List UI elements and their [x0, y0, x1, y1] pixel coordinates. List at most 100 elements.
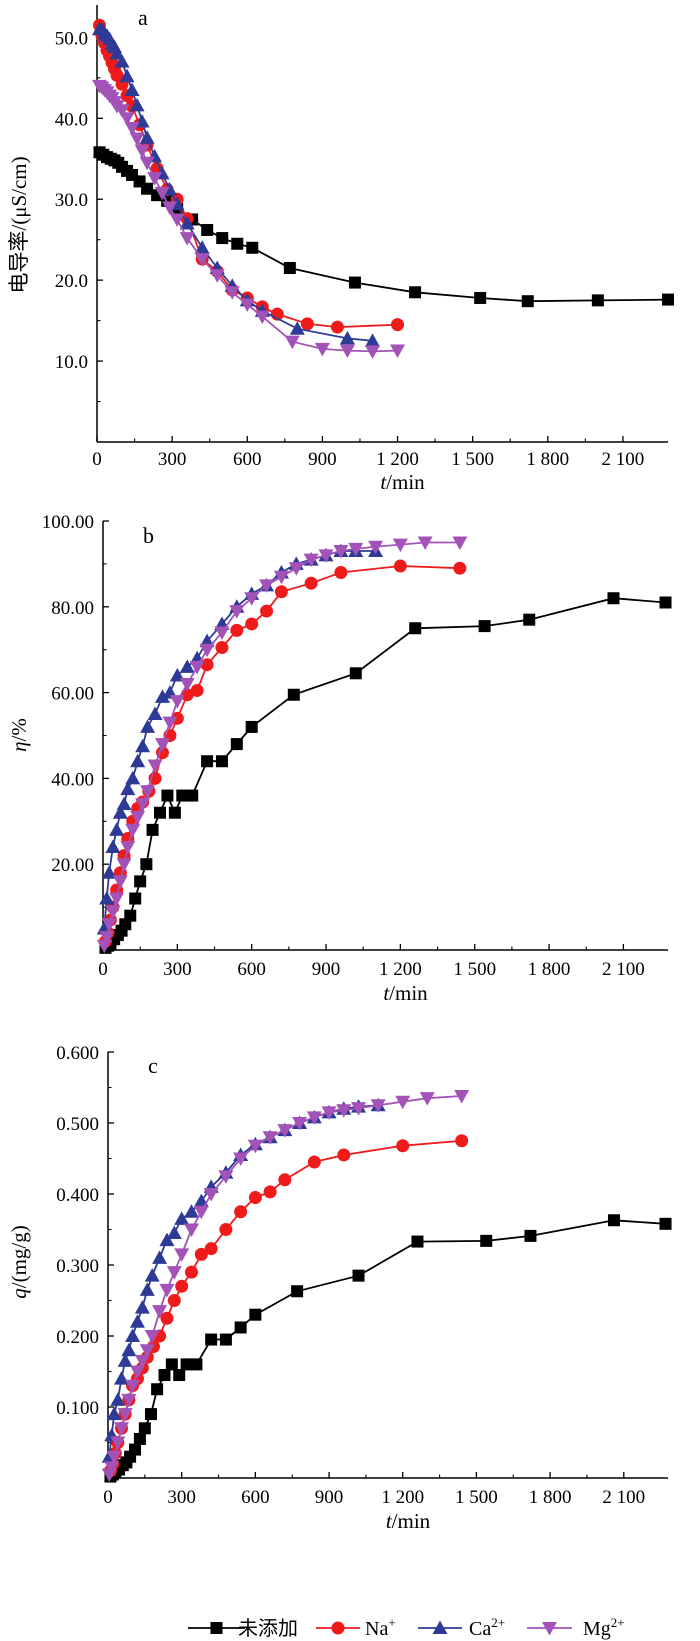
data-point-mg [114, 1422, 130, 1436]
data-point-none [205, 1333, 218, 1346]
data-point-none [245, 720, 258, 733]
data-point-mg [129, 132, 145, 147]
panel-letter: c [148, 1053, 158, 1078]
data-point-ca [99, 891, 115, 905]
x-axis-title-unit: /min [386, 470, 425, 494]
data-point-ca [119, 68, 135, 83]
data-point-none [129, 1443, 142, 1456]
data-point-na [200, 658, 214, 672]
data-point-ca [129, 97, 145, 112]
data-point-none [133, 1432, 146, 1445]
y-axis-title: q/(mg/g) [7, 1225, 31, 1299]
data-point-none [201, 755, 214, 768]
data-point-na [194, 1247, 208, 1261]
x-axis-title-unit: /min [392, 1509, 431, 1533]
data-point-mg [390, 344, 406, 359]
legend-label: Ca2+ [469, 1615, 505, 1640]
data-point-na [307, 1155, 321, 1169]
data-point-mg [179, 232, 195, 246]
data-point-na [337, 1148, 351, 1162]
data-point-ca [154, 689, 170, 703]
data-point-none [201, 223, 214, 236]
data-point-na [175, 1279, 189, 1293]
data-point-na [263, 1185, 277, 1199]
legend-label-superscript: 2+ [611, 1615, 625, 1630]
x-tick-label: 0 [92, 449, 102, 470]
data-point-ca [110, 1392, 126, 1406]
panel-letter: b [143, 523, 154, 548]
data-point-none [591, 294, 604, 307]
data-point-none [230, 738, 243, 751]
panel-letter: a [138, 5, 148, 30]
data-point-mg [134, 144, 150, 159]
data-point-none [349, 667, 362, 680]
x-tick-label: 900 [312, 959, 341, 980]
data-point-ca [117, 1353, 133, 1367]
data-point-ca [339, 330, 355, 345]
data-point-mg [292, 1117, 308, 1131]
data-point-na [245, 617, 259, 631]
data-point-na [219, 1223, 233, 1236]
data-point-ca [134, 1300, 150, 1314]
data-point-mg [125, 823, 141, 838]
data-point-none [146, 823, 159, 836]
legend-marker [331, 1621, 345, 1635]
x-tick-label: 1 800 [529, 1487, 572, 1508]
x-tick-label: 2 100 [602, 449, 645, 470]
data-point-mg [166, 1266, 182, 1280]
x-axis-title-var: t [386, 1509, 393, 1533]
data-point-none [215, 755, 228, 768]
data-point-na [180, 688, 194, 702]
data-point-mg [174, 1248, 190, 1262]
y-axis-title: 电导率/(μS/cm) [7, 156, 31, 293]
data-point-none [151, 1383, 164, 1396]
x-axis-title: t/min [383, 981, 428, 1005]
legend-item-none: 未添加 [188, 1617, 298, 1640]
y-tick-label: 0.500 [56, 1114, 99, 1135]
legend-label-text: Na [365, 1618, 388, 1640]
data-point-none [153, 806, 166, 819]
data-point-mg [273, 570, 289, 585]
data-point-mg [284, 335, 300, 350]
x-tick-label: 1 200 [379, 959, 422, 980]
x-tick-label: 1 500 [451, 449, 494, 470]
data-point-mg [154, 738, 170, 752]
data-point-na [396, 1139, 410, 1153]
data-point-mg [277, 1124, 293, 1138]
data-point-none [287, 688, 300, 701]
data-point-ca [184, 1204, 200, 1218]
data-point-mg [288, 562, 304, 576]
data-point-mg [169, 695, 185, 709]
series-none [99, 592, 672, 954]
y-tick-label: 0.200 [56, 1327, 99, 1348]
data-point-none [165, 1358, 178, 1371]
y-tick-label: 30.0 [55, 190, 88, 211]
data-point-none [521, 295, 534, 308]
data-point-ca [129, 1314, 145, 1328]
legend-marker [432, 1620, 448, 1634]
data-point-mg [254, 310, 270, 325]
data-point-mg [224, 286, 240, 300]
data-point-mg [318, 549, 334, 563]
data-point-none [524, 1229, 537, 1242]
data-point-none [219, 1333, 232, 1346]
data-point-mg [214, 626, 230, 641]
x-tick-label: 1 800 [526, 449, 569, 470]
data-point-mg [189, 660, 205, 675]
data-point-ca [364, 333, 380, 347]
data-point-ca [120, 781, 136, 796]
data-point-mg [104, 1461, 120, 1475]
data-point-mg [262, 1131, 278, 1145]
data-point-mg [209, 269, 225, 283]
data-point-mg [116, 858, 132, 872]
data-point-ca [106, 1406, 122, 1421]
series-mg [92, 79, 406, 359]
data-point-none [190, 1358, 203, 1371]
data-point-ca [125, 770, 141, 785]
data-point-na [215, 641, 229, 655]
data-point-ca [159, 1232, 175, 1247]
data-point-mg [109, 892, 125, 907]
data-point-mg [117, 1408, 133, 1422]
data-point-ca [289, 321, 305, 335]
